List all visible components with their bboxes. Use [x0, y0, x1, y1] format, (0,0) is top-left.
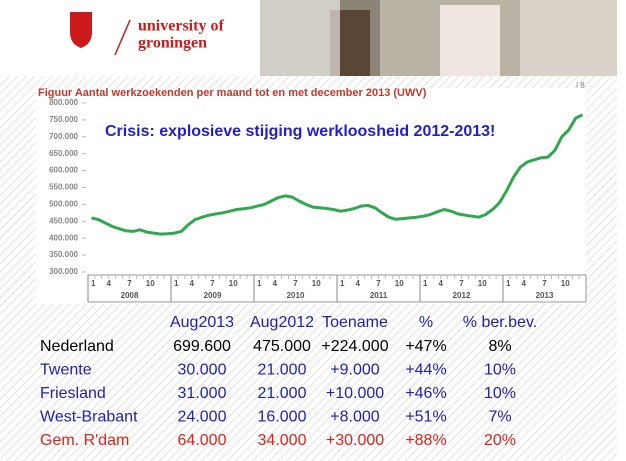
column-header: Aug2013 [170, 314, 234, 331]
row-label: Nederland [40, 338, 114, 355]
y-tick-label: 300.000 [49, 267, 78, 276]
page-number: | 8 [576, 81, 585, 90]
x-tick-label: 10 [395, 279, 404, 288]
table-cell: +9.000 [330, 362, 379, 379]
x-tick-label: 4 [107, 279, 112, 288]
y-tick-label: 350.000 [49, 250, 78, 259]
logo-text: university of [138, 18, 224, 35]
table-cell: +44% [405, 362, 446, 379]
row-label: Gem. R'dam [40, 432, 129, 449]
table-cell: 21.000 [258, 362, 307, 379]
x-tick-label: 4 [190, 279, 195, 288]
x-tick-label: 7 [376, 279, 381, 288]
y-tick-label: 600.000 [49, 166, 78, 175]
logo: university of groningen [70, 12, 224, 56]
year-label: 2008 [121, 291, 139, 300]
column-header: Toename [322, 314, 388, 331]
y-tick-label: 550.000 [49, 183, 78, 192]
table-cell: 34.000 [258, 432, 307, 449]
x-tick-label: 1 [423, 279, 428, 288]
table-cell: 64.000 [178, 432, 227, 449]
photo [260, 0, 626, 76]
logo-text: groningen [138, 35, 207, 52]
table-cell: +46% [405, 385, 446, 402]
table-cell: +10.000 [326, 385, 384, 402]
x-tick-label: 7 [293, 279, 298, 288]
y-tick-label: 800.000 [49, 98, 78, 107]
table-cell: 7% [488, 409, 511, 426]
x-tick-label: 7 [459, 279, 464, 288]
y-tick-label: 400.000 [49, 233, 78, 242]
x-tick-label: 7 [542, 279, 547, 288]
table-cell: 20% [484, 432, 516, 449]
x-tick-label: 10 [478, 279, 487, 288]
x-tick-label: 10 [146, 279, 155, 288]
table-cell: 475.000 [253, 338, 311, 355]
year-label: 2012 [453, 291, 471, 300]
y-tick-label: 700.000 [49, 132, 78, 141]
data-line [91, 113, 584, 236]
table-cell: 21.000 [258, 385, 307, 402]
table-cell: 31.000 [178, 385, 227, 402]
x-tick-label: 7 [210, 279, 215, 288]
table-cell: 10% [484, 385, 516, 402]
x-tick-label: 10 [561, 279, 570, 288]
year-label: 2010 [287, 291, 305, 300]
row-label: West-Brabant [40, 409, 138, 426]
table-cell: 30.000 [178, 362, 227, 379]
table-cell: 10% [484, 362, 516, 379]
table-cell: +8.000 [330, 409, 379, 426]
x-tick-label: 4 [273, 279, 278, 288]
x-tick-label: 10 [312, 279, 321, 288]
x-tick-label: 10 [229, 279, 238, 288]
x-tick-label: 4 [522, 279, 527, 288]
table-cell: +47% [405, 338, 446, 355]
x-tick-label: 1 [506, 279, 511, 288]
y-tick-label: 650.000 [49, 149, 78, 158]
column-header: Aug2012 [250, 314, 314, 331]
year-label: 2011 [370, 291, 388, 300]
table-cell: 24.000 [178, 409, 227, 426]
x-tick-label: 1 [91, 279, 96, 288]
x-tick-label: 1 [340, 279, 345, 288]
table-cell: 16.000 [258, 409, 307, 426]
column-header: % ber.bev. [463, 314, 537, 331]
right-edge [617, 0, 626, 461]
table-cell: 8% [488, 338, 511, 355]
table-cell: 699.600 [173, 338, 231, 355]
x-tick-label: 1 [257, 279, 262, 288]
year-label: 2009 [204, 291, 222, 300]
table-cell: +88% [405, 432, 446, 449]
x-tick-label: 7 [127, 279, 132, 288]
chart-title: Figuur Aantal werkzoekenden per maand to… [38, 87, 427, 99]
y-tick-label: 500.000 [49, 200, 78, 209]
row-label: Twente [40, 362, 92, 379]
x-tick-label: 1 [174, 279, 179, 288]
year-label: 2013 [536, 291, 554, 300]
y-tick-label: 750.000 [49, 115, 78, 124]
column-header: % [419, 314, 433, 331]
annotation: Crisis: explosieve stijging werkloosheid… [105, 123, 495, 140]
table-cell: +51% [405, 409, 446, 426]
chart-area [36, 88, 586, 304]
x-tick-label: 4 [439, 279, 444, 288]
x-tick-label: 4 [356, 279, 361, 288]
table-cell: +224.000 [321, 338, 388, 355]
y-tick-label: 450.000 [49, 216, 78, 225]
row-label: Friesland [40, 385, 106, 402]
table-cell: +30.000 [326, 432, 384, 449]
